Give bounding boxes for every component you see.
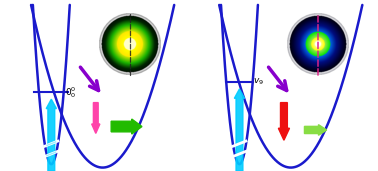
FancyArrow shape (92, 103, 100, 133)
Text: $v_9$: $v_9$ (253, 77, 264, 87)
FancyArrow shape (46, 99, 56, 171)
FancyArrow shape (111, 119, 142, 134)
FancyArrow shape (278, 103, 290, 140)
FancyArrow shape (234, 89, 245, 171)
Text: $0_0^0$: $0_0^0$ (65, 85, 76, 100)
FancyArrow shape (304, 125, 327, 135)
